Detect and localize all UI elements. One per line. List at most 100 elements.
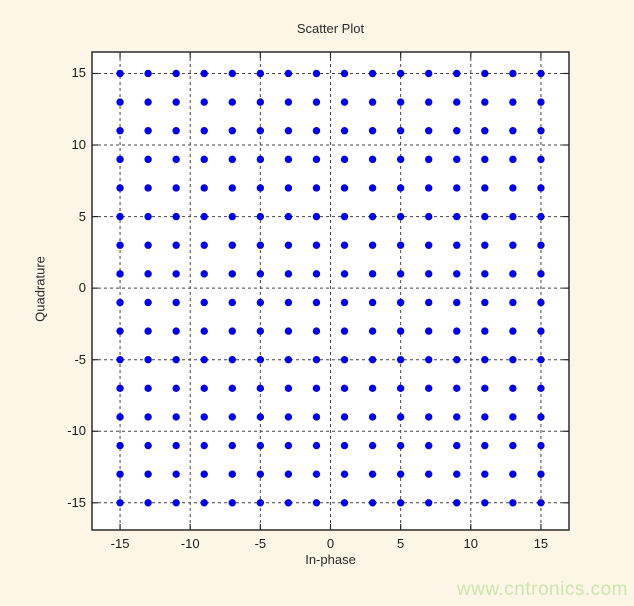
data-point <box>481 327 489 335</box>
data-point <box>172 327 180 335</box>
data-point <box>509 212 517 221</box>
data-point <box>284 127 293 135</box>
data-point <box>368 98 377 106</box>
data-point <box>537 69 545 78</box>
data-point <box>340 270 349 278</box>
data-point <box>256 499 265 507</box>
data-point <box>537 98 545 106</box>
data-point <box>396 413 405 421</box>
data-point <box>284 98 293 106</box>
data-point <box>537 441 545 450</box>
data-point <box>425 270 433 278</box>
data-point <box>172 355 180 364</box>
data-point <box>256 355 265 364</box>
data-point <box>509 441 517 450</box>
chart-title: Scatter Plot <box>296 21 365 36</box>
data-point <box>200 155 208 164</box>
data-point <box>312 384 321 393</box>
data-point <box>228 69 236 78</box>
data-point <box>256 155 265 164</box>
data-point <box>200 413 208 421</box>
y-tick-label: 0 <box>78 280 86 296</box>
data-point <box>172 69 180 78</box>
data-point <box>396 127 405 135</box>
data-point <box>425 69 433 78</box>
data-point <box>425 327 433 335</box>
data-point <box>312 441 321 450</box>
data-point <box>284 241 293 249</box>
data-point <box>425 355 433 364</box>
data-point <box>284 155 293 164</box>
data-point <box>396 155 405 164</box>
data-point <box>509 127 517 135</box>
data-point <box>200 184 208 192</box>
data-point <box>172 499 180 507</box>
data-point <box>481 413 489 421</box>
x-tick-label: 0 <box>326 536 335 551</box>
data-point <box>368 384 377 393</box>
data-point <box>144 355 152 364</box>
data-point <box>200 241 208 249</box>
data-point <box>481 355 489 364</box>
data-point <box>481 384 489 393</box>
data-point <box>144 241 152 249</box>
data-point <box>256 69 265 78</box>
data-point <box>228 270 236 278</box>
x-tick-label: 5 <box>397 536 405 551</box>
data-point <box>200 127 208 135</box>
data-point <box>172 98 180 106</box>
data-point <box>284 384 293 393</box>
data-point <box>396 499 405 507</box>
data-point <box>340 413 349 421</box>
data-point <box>172 298 180 307</box>
data-point <box>284 69 293 78</box>
data-point <box>453 355 461 364</box>
data-point <box>537 241 545 249</box>
data-point <box>509 155 517 164</box>
data-point <box>368 241 377 249</box>
data-point <box>537 184 545 192</box>
data-point <box>116 441 124 450</box>
data-point <box>509 184 517 192</box>
data-point <box>509 241 517 249</box>
data-point <box>453 470 461 478</box>
data-point <box>340 98 349 106</box>
data-point <box>144 155 152 164</box>
data-point <box>284 270 293 278</box>
data-point <box>256 241 265 249</box>
data-point <box>425 127 433 135</box>
data-point <box>453 98 461 106</box>
data-point <box>172 413 180 421</box>
x-tick-label: 10 <box>463 536 479 551</box>
plot-border <box>91 51 570 531</box>
data-point <box>256 212 265 221</box>
x-tick-label: -15 <box>110 536 130 551</box>
data-point <box>481 270 489 278</box>
data-point <box>200 69 208 78</box>
data-point <box>228 499 236 507</box>
data-point <box>172 441 180 450</box>
data-point <box>172 212 180 221</box>
data-point <box>172 270 180 278</box>
data-point <box>256 184 265 192</box>
data-point <box>256 470 265 478</box>
y-tick-label: -15 <box>67 494 86 510</box>
data-point <box>200 355 208 364</box>
data-point <box>200 499 208 507</box>
x-tick-label: -10 <box>180 536 200 551</box>
data-point <box>116 184 124 192</box>
data-point <box>116 298 124 307</box>
data-point <box>312 298 321 307</box>
data-point <box>200 327 208 335</box>
data-point <box>312 413 321 421</box>
data-point <box>312 270 321 278</box>
data-point <box>284 212 293 221</box>
data-point <box>312 470 321 478</box>
data-point <box>228 384 236 393</box>
data-point <box>116 470 124 478</box>
data-point <box>284 298 293 307</box>
data-point <box>481 241 489 249</box>
data-point <box>368 155 377 164</box>
data-point <box>284 470 293 478</box>
data-point <box>340 127 349 135</box>
